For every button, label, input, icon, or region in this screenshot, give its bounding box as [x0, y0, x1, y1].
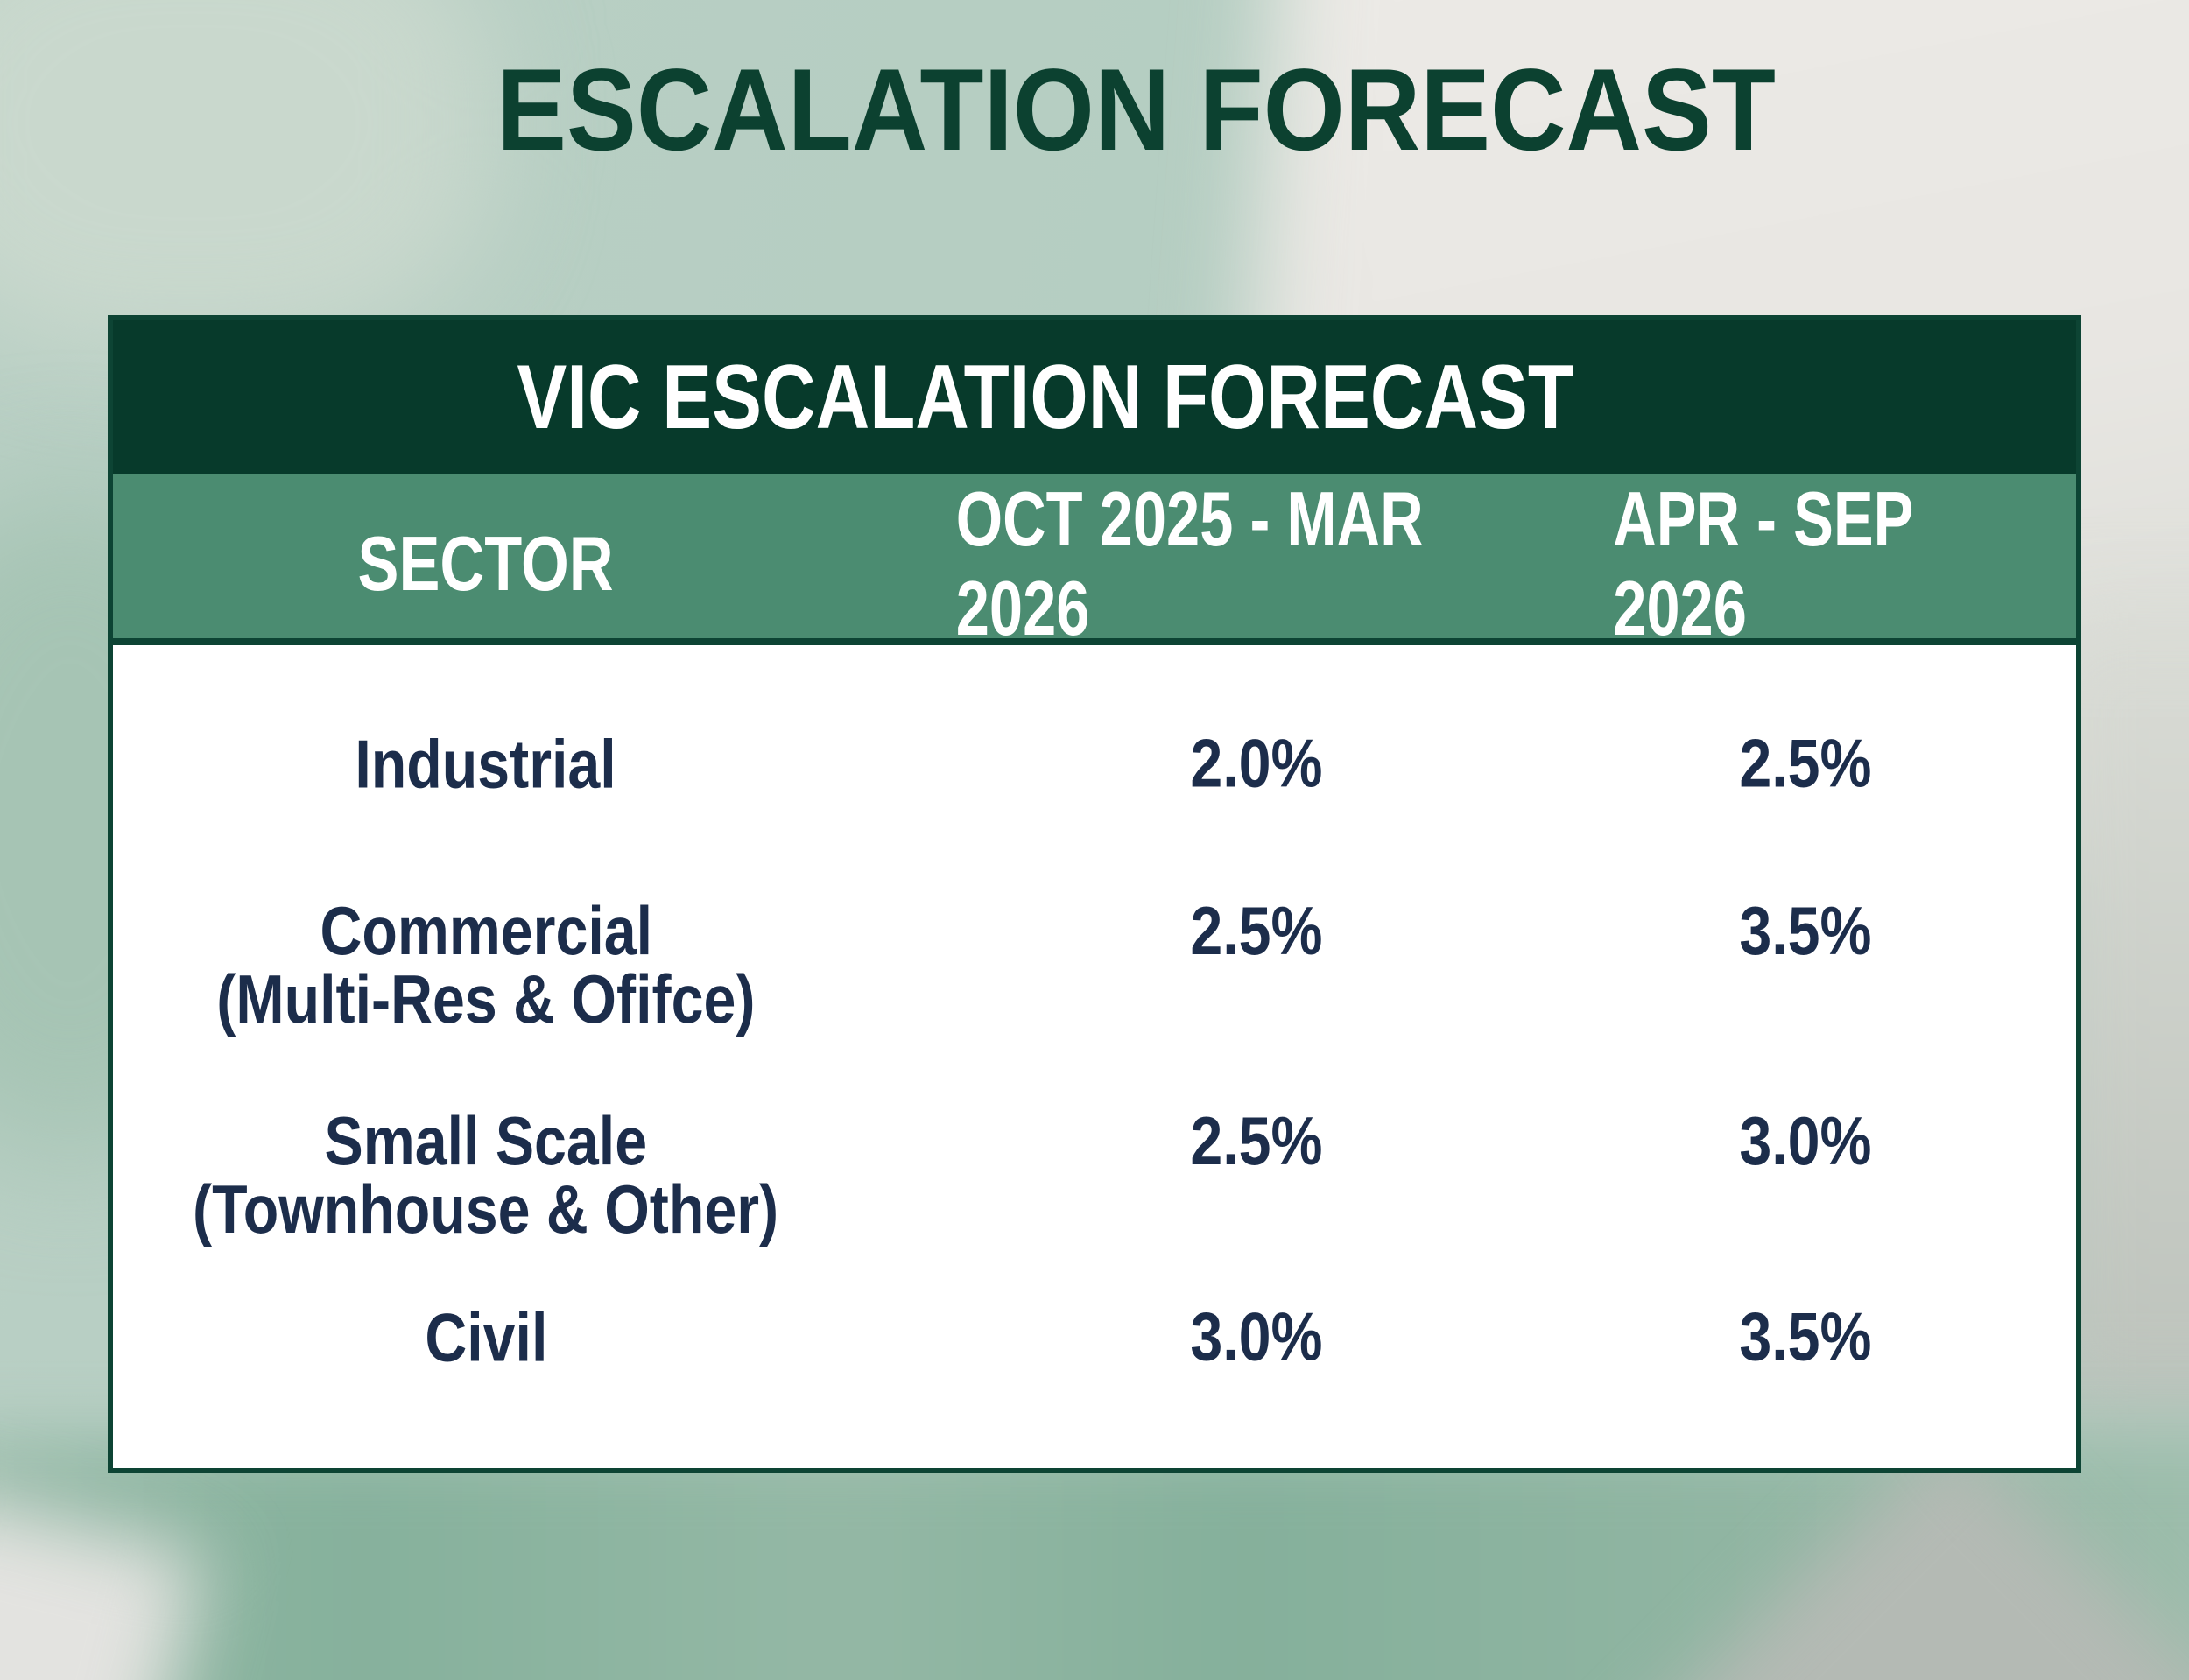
- background-shape-top-left: [0, 0, 490, 350]
- sector-cell: Commercial (Multi-Res & Ofifce): [113, 896, 859, 1033]
- value-text: 3.5%: [1739, 891, 1872, 969]
- sector-cell: Civil: [113, 1297, 859, 1377]
- value-text: 2.5%: [1739, 724, 1872, 802]
- sector-cell: Small Scale (Townhouse & Other): [113, 1107, 859, 1243]
- forecast-table: VIC ESCALATION FORECAST SECTOR OCT 2025 …: [108, 315, 2081, 1473]
- column-header-apr-sep2026: APR - SEP 2026: [1605, 474, 2076, 653]
- sector-note: (Townhouse & Other): [193, 1170, 779, 1248]
- table-body: Industrial 2.0% 2.5% Commercial (Multi-R…: [113, 645, 2076, 1459]
- value-oct2025-mar2026: 2.0%: [859, 724, 1605, 804]
- column-header-oct2025-mar2026-text: OCT 2025 - MAR 2026: [955, 475, 1424, 651]
- column-header-apr-sep2026-text: APR - SEP 2026: [1613, 475, 1913, 651]
- column-header-oct2025-mar2026: OCT 2025 - MAR 2026: [859, 474, 1605, 653]
- page-title: ESCALATION FORECAST: [0, 53, 2189, 169]
- value-oct2025-mar2026: 3.0%: [859, 1297, 1605, 1377]
- table-row-commercial: Commercial (Multi-Res & Ofifce) 2.5% 3.5…: [113, 892, 2076, 1034]
- table-row-industrial: Industrial 2.0% 2.5%: [113, 724, 2076, 804]
- sector-cell: Industrial: [113, 724, 859, 804]
- column-header-sector: SECTOR: [113, 474, 859, 653]
- value-oct2025-mar2026: 2.5%: [859, 1102, 1605, 1243]
- value-apr-sep2026: 3.5%: [1605, 892, 2076, 1033]
- value-text: 3.0%: [1190, 1297, 1323, 1375]
- value-apr-sep2026: 2.5%: [1605, 724, 2076, 804]
- value-oct2025-mar2026: 2.5%: [859, 892, 1605, 1033]
- sector-name: Industrial: [355, 725, 617, 802]
- table-column-header-row: SECTOR OCT 2025 - MAR 2026 APR - SEP 202…: [113, 474, 2076, 651]
- value-text: 3.0%: [1739, 1101, 1872, 1179]
- value-text: 2.5%: [1190, 891, 1323, 969]
- page-title-text: ESCALATION FORECAST: [496, 46, 1777, 175]
- table-row-small-scale: Small Scale (Townhouse & Other) 2.5% 3.0…: [113, 1102, 2076, 1244]
- sector-name: Commercial: [320, 892, 652, 969]
- value-text: 3.5%: [1739, 1297, 1872, 1375]
- table-title-bar: VIC ESCALATION FORECAST: [113, 320, 2076, 474]
- value-text: 2.5%: [1190, 1101, 1323, 1179]
- table-row-civil: Civil 3.0% 3.5%: [113, 1297, 2076, 1377]
- column-header-sector-text: SECTOR: [357, 520, 615, 607]
- value-apr-sep2026: 3.5%: [1605, 1297, 2076, 1377]
- value-apr-sep2026: 3.0%: [1605, 1102, 2076, 1243]
- sector-note: (Multi-Res & Ofifce): [216, 960, 756, 1037]
- table-title: VIC ESCALATION FORECAST: [517, 346, 1574, 448]
- value-text: 2.0%: [1190, 724, 1323, 802]
- sector-name: Civil: [424, 1298, 547, 1375]
- sector-name: Small Scale: [324, 1102, 648, 1179]
